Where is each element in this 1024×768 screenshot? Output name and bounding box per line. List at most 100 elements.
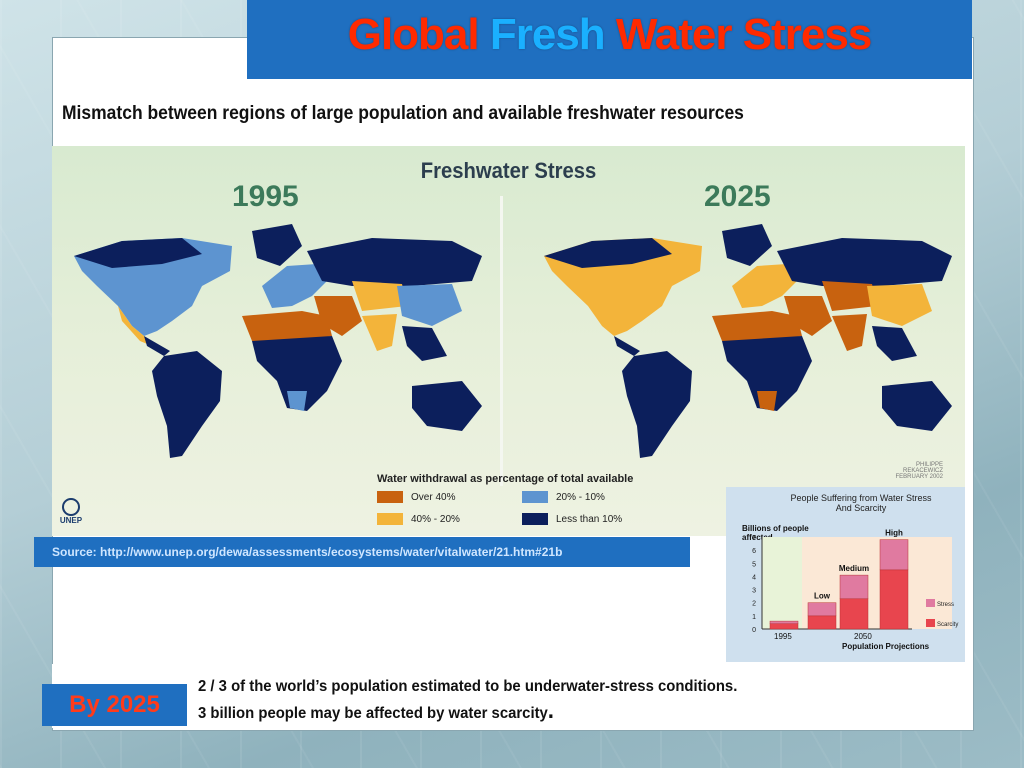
y-tick-label: 4 xyxy=(752,574,756,581)
central-asia xyxy=(352,281,407,311)
alaska-canada xyxy=(544,238,672,268)
people-affected-chart: People Suffering from Water Stress And S… xyxy=(726,487,965,662)
bar-medium-stress xyxy=(839,574,869,600)
bar-medium-scarcity xyxy=(839,598,869,630)
australia xyxy=(882,381,952,431)
legend-swatch xyxy=(377,513,403,525)
bar-high-scarcity xyxy=(879,569,909,630)
south-america xyxy=(622,351,692,458)
north-africa xyxy=(242,311,332,341)
greenland xyxy=(252,224,302,266)
unep-logo: UNEP xyxy=(56,498,86,525)
source-link[interactable]: Source: http://www.unep.org/dewa/assessm… xyxy=(34,537,690,567)
title-part: Water Stress xyxy=(615,10,872,59)
mexico xyxy=(118,306,152,346)
legend-swatch xyxy=(377,491,403,503)
map-1995 xyxy=(74,224,482,458)
legend-label: Stress xyxy=(937,602,954,608)
year-2025-label: 2025 xyxy=(704,180,771,213)
legend-swatch xyxy=(926,619,935,627)
slide-title: Global Fresh Water Stress xyxy=(347,10,873,60)
y-tick-label: 3 xyxy=(752,588,756,595)
y-tick-label: 7 xyxy=(752,535,756,542)
y-tick-label: 2 xyxy=(752,601,756,608)
subtitle: Mismatch between regions of large popula… xyxy=(62,103,744,124)
map-credit: PHILIPPE REKACEWICZ FEBRUARY 2002 xyxy=(895,462,943,480)
legend-swatch xyxy=(926,599,935,607)
bar-1995-stress xyxy=(769,620,799,624)
figure-title: Freshwater Stress xyxy=(420,158,597,183)
x-tick-1995: 1995 xyxy=(774,632,792,641)
x-tick-2050: 2050 xyxy=(854,632,872,641)
world-maps xyxy=(74,224,952,458)
chart-plot: 0 1 2 3 4 5 6 7 Low Medium High 1995 2050Population … xyxy=(752,529,958,651)
legend-swatch xyxy=(522,491,548,503)
unep-logo-text: UNEP xyxy=(59,516,83,525)
bar-low-stress xyxy=(807,602,837,617)
x-axis-title: Population Projections xyxy=(842,642,930,651)
greenland xyxy=(722,224,772,266)
title-part: Fresh xyxy=(489,10,616,59)
legend-item-40-20: 40% - 20% xyxy=(377,513,460,525)
legend-swatch xyxy=(522,513,548,525)
se-asia xyxy=(402,326,447,361)
bar-label: Medium xyxy=(839,564,869,573)
china xyxy=(867,284,932,326)
north-africa xyxy=(712,311,802,341)
africa xyxy=(722,336,812,411)
bottom-area xyxy=(52,664,972,728)
legend-item-over-40: Over 40% xyxy=(377,491,455,503)
bottom-text: 2 / 3 of the world’s population estimate… xyxy=(198,675,737,726)
central-america xyxy=(614,336,640,356)
legend-label: 20% - 10% xyxy=(556,491,605,503)
legend-label: Over 40% xyxy=(411,491,456,503)
south-america xyxy=(152,351,222,458)
india xyxy=(362,314,397,351)
russia xyxy=(307,238,482,286)
central-asia xyxy=(822,281,877,311)
freshwater-stress-map-figure: Freshwater Stress 1995 2025 xyxy=(52,146,965,536)
europe xyxy=(732,264,797,308)
africa-south xyxy=(757,391,777,411)
china xyxy=(397,284,462,326)
by-2025-label: By 2025 xyxy=(42,684,187,726)
bar-1995-scarcity xyxy=(769,623,799,630)
y-tick-label: 0 xyxy=(752,627,756,634)
bottom-line-1: 2 / 3 of the world’s population estimate… xyxy=(198,678,738,695)
se-asia xyxy=(872,326,917,361)
legend-item-less-10: Less than 10% xyxy=(522,513,622,525)
central-america xyxy=(144,336,170,356)
band-1995 xyxy=(762,537,802,629)
legend-label: Less than 10% xyxy=(556,513,623,525)
bar-high-stress xyxy=(879,539,909,571)
africa-south xyxy=(287,391,307,411)
bar-label: Low xyxy=(814,592,831,601)
bottom-line-2-period: . xyxy=(547,697,555,724)
bottom-line-2: 3 billion people may be affected by wate… xyxy=(198,699,737,726)
india xyxy=(832,314,867,351)
australia xyxy=(412,381,482,431)
map-divider xyxy=(500,196,503,486)
legend-label: Scarcity xyxy=(937,622,958,628)
title-bar: Global Fresh Water Stress xyxy=(247,0,972,79)
legend-item-20-10: 20% - 10% xyxy=(522,491,605,503)
bar-low-scarcity xyxy=(807,615,837,630)
bar-label: High xyxy=(885,529,903,538)
africa xyxy=(252,336,342,411)
title-part: Global xyxy=(347,10,490,59)
year-1995-label: 1995 xyxy=(232,180,299,213)
legend-title: Water withdrawal as percentage of total … xyxy=(377,473,634,485)
bottom-line-2-text: 3 billion people may be affected by wate… xyxy=(198,705,548,722)
russia xyxy=(777,238,952,286)
middle-east xyxy=(314,296,362,336)
legend-label: 40% - 20% xyxy=(411,513,460,525)
middle-east xyxy=(784,296,832,336)
y-tick-label: 5 xyxy=(752,561,756,568)
europe xyxy=(262,264,327,308)
alaska-canada xyxy=(74,238,202,268)
map-2025 xyxy=(544,224,952,458)
chart-ylabel: Billions of people affected xyxy=(742,524,809,542)
un-emblem-icon xyxy=(62,498,80,516)
y-tick-label: 1 xyxy=(752,614,756,621)
y-tick-label: 6 xyxy=(752,548,756,555)
